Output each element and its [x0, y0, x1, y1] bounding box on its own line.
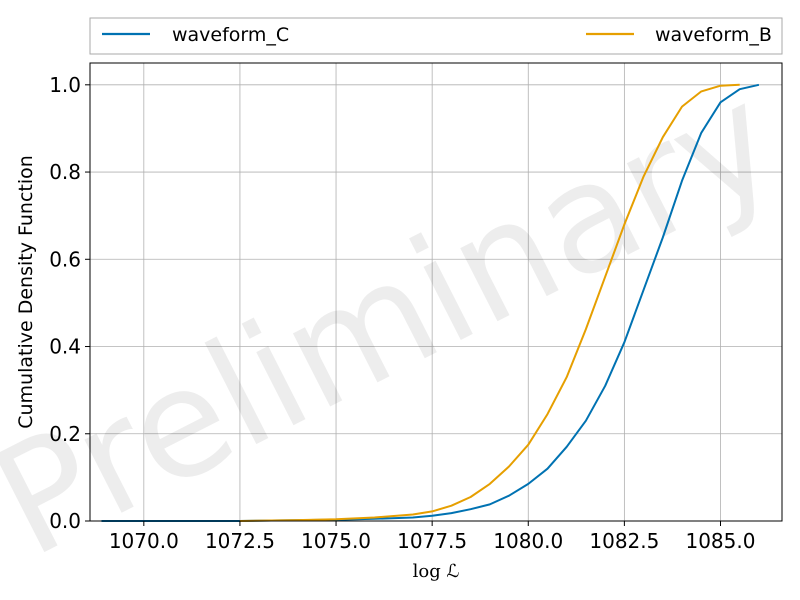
series-line-waveform-b	[239, 83, 740, 522]
series-lines	[101, 83, 760, 522]
y-tick-label: 0.4	[49, 335, 81, 359]
x-tick-label: 1072.5	[205, 529, 275, 553]
y-tick-label: 0.2	[49, 422, 81, 446]
x-tick-label: 1085.0	[685, 529, 755, 553]
plot-frame	[89, 62, 783, 522]
y-tick-label: 0.8	[49, 160, 81, 184]
legend-label-waveform-b: waveform_B	[655, 24, 772, 46]
y-tick-label: 0.6	[49, 247, 81, 271]
y-axis-label: Cumulative Density Function	[15, 155, 37, 429]
watermark-text: Preliminary	[0, 51, 800, 591]
x-tick-label: 1077.5	[397, 529, 467, 553]
x-tick-label: 1075.0	[301, 529, 371, 553]
series-line-waveform-c	[101, 83, 760, 522]
x-tick-label: 1080.0	[493, 529, 563, 553]
y-tick-label: 0.0	[49, 509, 81, 533]
x-tick-label: 1070.0	[109, 529, 179, 553]
x-axis-label: log ℒ	[413, 561, 460, 582]
legend-frame	[89, 17, 783, 55]
y-tick-label: 1.0	[49, 73, 81, 97]
legend: waveform_C waveform_B	[89, 17, 783, 55]
grid	[90, 63, 782, 522]
x-tick-label: 1082.5	[589, 529, 659, 553]
axis-ticks: 1070.0 1072.5 1075.0 1077.5 1080.0 1082.5 1085…	[49, 73, 755, 553]
legend-label-waveform-c: waveform_C	[172, 24, 289, 46]
